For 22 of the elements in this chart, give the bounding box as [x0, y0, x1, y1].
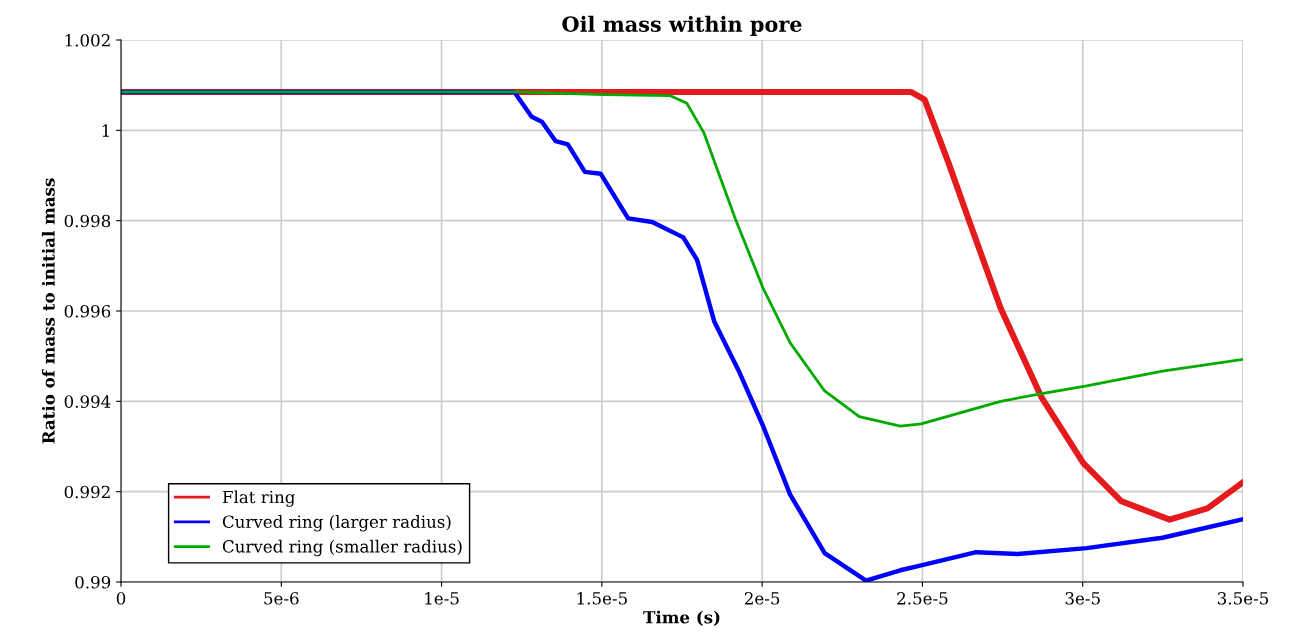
x-tick-label: 3.5e-5	[1217, 592, 1269, 605]
x-tick-label: 3e-5	[1065, 592, 1100, 605]
x-tick-label: 5e-6	[264, 592, 299, 605]
x-tick-label: 1.5e-5	[577, 592, 627, 605]
y-tick-label: 0.994	[64, 395, 111, 408]
line-series	[121, 90, 1243, 428]
x-tick-label: 1e-5	[425, 592, 459, 605]
y-tick-label: 0.998	[64, 214, 111, 228]
chart-title: Oil mass within pore	[562, 15, 802, 36]
x-tick-label: 2e-5	[744, 592, 780, 605]
y-tick-label: 0.996	[64, 304, 111, 318]
x-tick-label: 2.5e-5	[897, 592, 948, 605]
y-tick-label: 0.992	[64, 485, 110, 499]
y-tick-label: 1.002	[65, 33, 110, 47]
legend-label: Curved ring (larger radius)	[222, 515, 451, 532]
y-tick-label: 1	[102, 124, 109, 137]
y-axis-title: Ratio of mass to initial mass	[41, 178, 55, 444]
x-tick-label: 0	[116, 592, 126, 605]
legend-label: Flat ring	[222, 490, 295, 507]
legend-label: Curved ring (smaller radius)	[222, 539, 462, 557]
y-tick-label: 0.99	[75, 575, 111, 589]
x-axis-title: Time (s)	[643, 610, 720, 626]
